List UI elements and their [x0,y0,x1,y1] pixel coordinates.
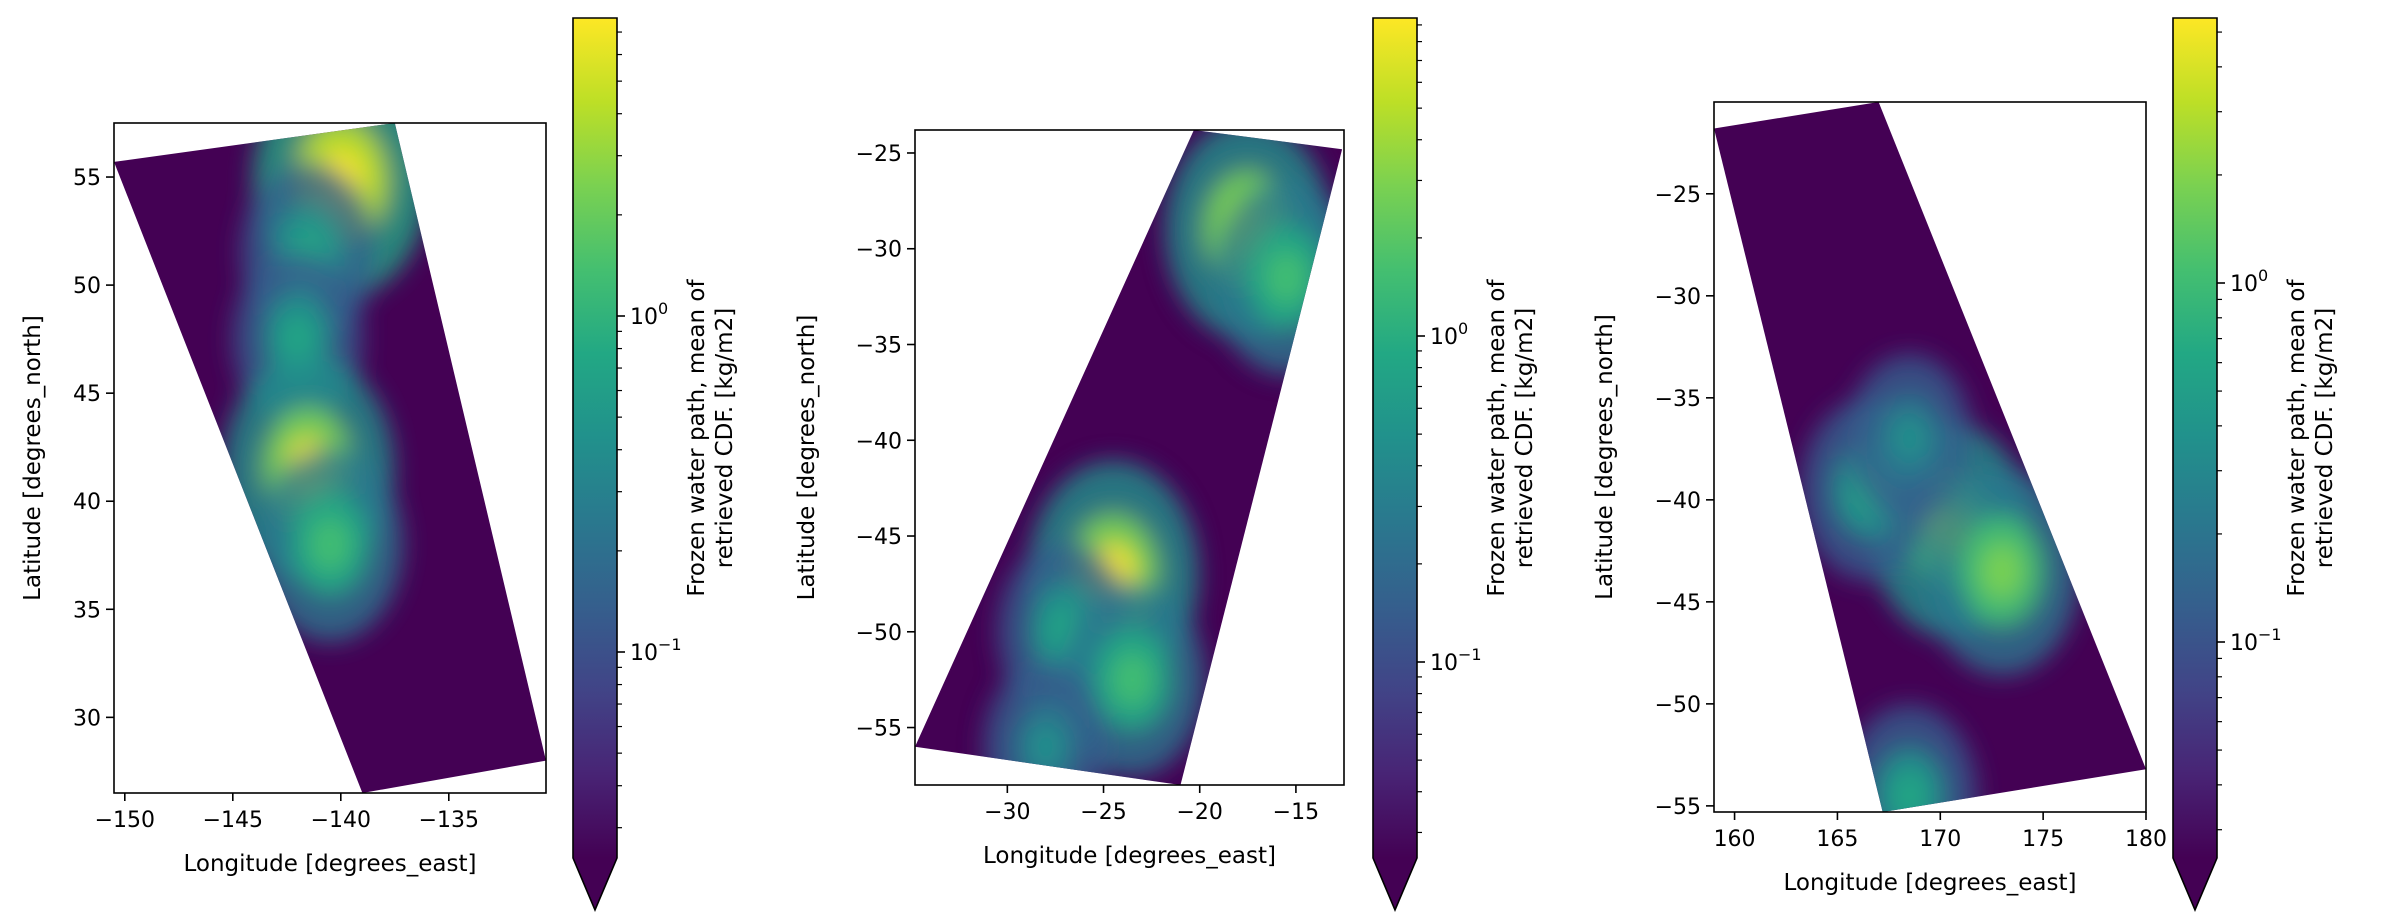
y-tick-label: −30 [1655,285,1701,310]
x-tick-label: −150 [95,808,155,833]
y-tick-label: −45 [856,525,902,550]
colorbar-tick-label: 10−1 [2230,625,2282,656]
feature-peak [280,315,316,363]
y-tick-label: 35 [73,598,101,623]
y-tick-label: −50 [1655,693,1701,718]
feature-peak [1029,723,1063,770]
tick-exponent: 0 [1458,319,1468,338]
x-axis-label: Longitude [degrees_east] [983,843,1276,869]
tick-base: 10 [1430,651,1458,676]
colorbar-gradient [573,18,617,858]
y-tick-label: 40 [73,490,101,515]
colorbar-label-line1: Frozen water path, mean of [684,279,710,597]
y-tick-label: −25 [856,142,902,167]
colorbar-gradient [2173,18,2217,858]
y-tick-label: −40 [856,429,902,454]
colorbar-label-line1: Frozen water path, mean of [1484,279,1510,597]
x-tick-label: 180 [2125,827,2167,852]
tick-exponent: −1 [2258,625,2282,644]
colorbar-extend-min [2173,858,2217,910]
tick-exponent: 0 [658,299,668,318]
colorbar-tick-label: 100 [2230,266,2268,297]
y-tick-label: −35 [856,334,902,359]
tick-base: 10 [2230,631,2258,656]
x-tick-label: −30 [984,800,1030,825]
y-tick-label: 30 [73,706,101,731]
colorbar-outline [572,17,618,913]
y-tick-label: −55 [856,717,902,742]
colorbar-tick-label: 100 [1430,319,1468,350]
y-tick-label: 55 [73,166,101,191]
tick-base: 10 [630,641,658,666]
x-tick-label: −25 [1080,800,1126,825]
tick-base: 10 [630,305,658,330]
y-tick-label: −25 [1655,183,1701,208]
feature-peak [1891,771,1928,812]
x-tick-label: 165 [1816,827,1858,852]
x-tick-label: −135 [419,808,479,833]
panel-1: −150 −145 −140 −135 30 35 40 45 50 55 Longitude [d… [20,17,738,913]
colorbar-tick-label: 100 [630,299,668,330]
y-tick-label: −50 [856,621,902,646]
x-tick-label: −20 [1176,800,1222,825]
feature-peak [1112,653,1152,706]
panel-2: −30 −25 −20 −15 −55 −50 −45 −40 −35 −30 −25 Longitu… [794,17,1538,913]
colorbar-outline [1372,17,1418,913]
colorbar-label-line2: retrieved CDF. [kg/m2] [712,308,738,568]
axes-frame [914,129,1345,786]
colorbar-label: Frozen water path, mean ofretrieved CDF.… [684,279,738,597]
x-tick-label: −140 [311,808,371,833]
feature-group [222,123,430,642]
x-tick-label: 170 [1919,827,1961,852]
x-axis-label: Longitude [degrees_east] [184,851,477,877]
feature-group [1800,354,2080,812]
y-tick-label: −55 [1655,795,1701,820]
y-tick-label: 50 [73,274,101,299]
tick-exponent: 0 [2258,266,2268,285]
tick-exponent: −1 [1458,645,1482,664]
tick-exponent: −1 [658,635,682,654]
feature-peak [310,518,350,571]
colorbar-outline [2172,17,2218,913]
y-tick-label: −30 [856,238,902,263]
x-tick-label: 160 [1714,827,1756,852]
colorbar-extend-min [1373,858,1417,910]
y-tick-label: −35 [1655,387,1701,412]
colorbar-gradient [1373,18,1417,858]
panel-3: 160 165 170 175 180 −55 −50 −45 −40 −35 −30 −25 Long… [1592,17,2338,913]
y-tick-label: 45 [73,382,101,407]
tick-base: 10 [1430,325,1458,350]
y-axis-label: Latitude [degrees_north] [794,315,820,601]
x-axis-label: Longitude [degrees_east] [1784,870,2077,896]
y-axis-label: Latitude [degrees_north] [20,315,46,601]
cloud-features [1800,354,2080,812]
axes-frame [113,122,547,794]
feature-peak [1266,251,1306,304]
colorbar-label: Frozen water path, mean ofretrieved CDF.… [1484,279,1538,597]
colorbar-label-line2: retrieved CDF. [kg/m2] [1512,308,1538,568]
x-tick-label: 175 [2022,827,2064,852]
x-tick-label: −145 [203,808,263,833]
colorbar-extend-min [573,858,617,910]
x-tick-label: −15 [1273,800,1319,825]
colorbar-tick-label: 10−1 [1430,645,1482,676]
y-tick-label: −40 [1655,489,1701,514]
colorbar-label-line1: Frozen water path, mean of [2284,279,2310,597]
tick-base: 10 [2230,272,2258,297]
y-axis-label: Latitude [degrees_north] [1592,314,1618,600]
colorbar-label: Frozen water path, mean ofretrieved CDF.… [2284,279,2338,597]
colorbar-tick-label: 10−1 [630,635,682,666]
cloud-features [222,123,430,642]
feature-peak [1892,415,1927,462]
feature-peak [1981,543,2023,600]
y-tick-label: −45 [1655,591,1701,616]
colorbar-label-line2: retrieved CDF. [kg/m2] [2312,308,2338,568]
axes-frame [1713,101,2147,813]
